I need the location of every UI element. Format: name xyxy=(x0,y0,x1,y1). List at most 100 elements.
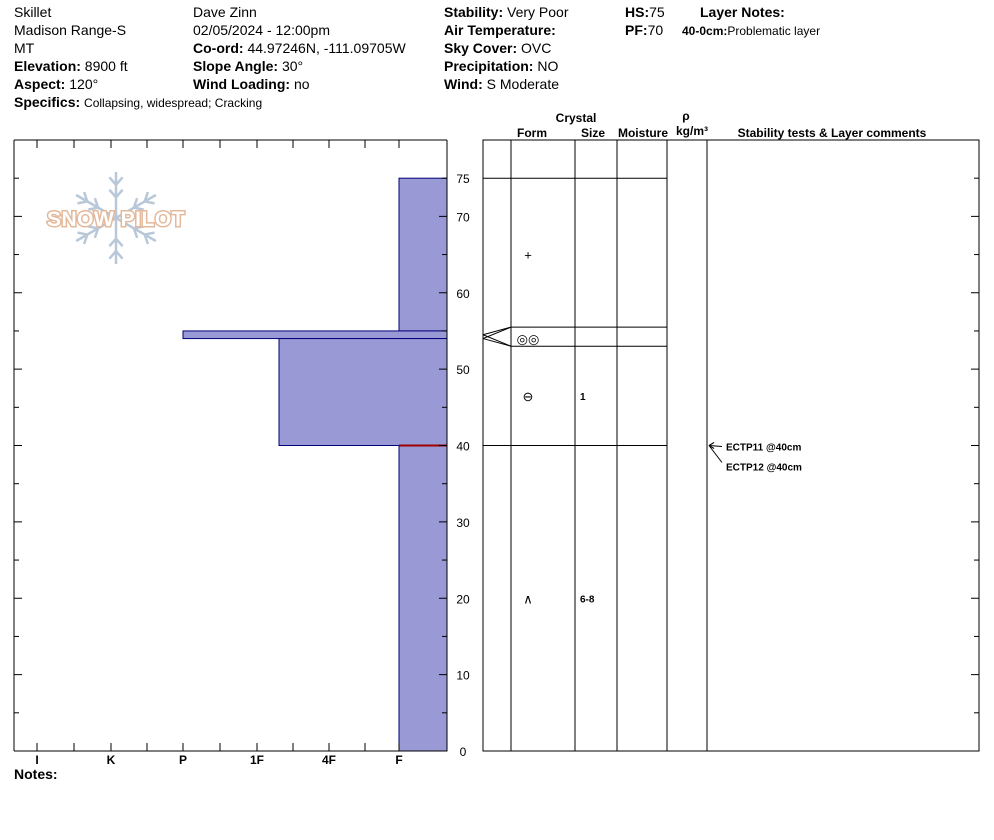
stability-field: Stability: Very Poor xyxy=(444,3,569,21)
header-rho: ρ xyxy=(682,109,689,123)
range-name: Madison Range-S xyxy=(14,22,127,38)
hardness-label: 4F xyxy=(322,753,336,767)
stability-label: Stability: xyxy=(444,4,504,20)
header-size: Size xyxy=(581,126,605,140)
hardness-bars xyxy=(182,177,448,752)
grain-size-label: 6-8 xyxy=(580,594,595,605)
snowpilot-logo: SNOW PILOT xyxy=(46,172,186,264)
observer-name: Dave Zinn xyxy=(193,4,257,20)
notes-label: Notes: xyxy=(14,766,58,782)
hardness-label: F xyxy=(395,753,402,767)
layer-boundary-link xyxy=(482,338,512,347)
slope-label: Slope Angle: xyxy=(193,58,279,74)
grain-form-symbol: ⊖ xyxy=(523,389,534,404)
layer-note-text: Problematic layer xyxy=(727,24,821,38)
depth-tick-label: 10 xyxy=(456,669,470,683)
header-density-unit: kg/m³ xyxy=(676,124,708,138)
layer-boundary-link xyxy=(482,326,512,336)
wind-loading-value: no xyxy=(293,76,310,92)
hardness-bar xyxy=(278,338,448,447)
depth-tick-label: 0 xyxy=(460,745,467,759)
hardness-label: K xyxy=(107,753,116,767)
coord-value: 44.97246N, -111.09705W xyxy=(247,40,406,56)
elevation-field: Elevation: 8900 ft xyxy=(14,57,128,75)
sky-cover-label: Sky Cover: xyxy=(444,40,518,56)
test-arrow xyxy=(708,442,715,449)
wind-label: Wind: xyxy=(444,76,483,92)
hardness-bar xyxy=(398,177,448,332)
depth-axis-labels: 0 10 20 30 40 50 60 70 75 xyxy=(456,172,470,759)
layer-boundaries xyxy=(482,177,667,446)
depth-tick-label: 50 xyxy=(456,363,470,377)
aspect-field: Aspect: 120° xyxy=(14,75,98,93)
stability-test-label: ECTP11 @40cm xyxy=(726,443,801,454)
elevation-value: 8900 ft xyxy=(84,58,128,74)
layer-table-ticks xyxy=(971,177,979,752)
elevation-label: Elevation: xyxy=(14,58,81,74)
grain-form-symbol: + xyxy=(524,248,532,263)
stability-tests: ECTP11 @40cm ECTP12 @40cm xyxy=(708,442,802,474)
header-stability-comments: Stability tests & Layer comments xyxy=(738,126,927,140)
snowflake-icon xyxy=(75,172,157,264)
grain-size-label: 1 xyxy=(580,392,586,403)
wind-field: Wind: S Moderate xyxy=(444,75,559,93)
logo-text: SNOW PILOT xyxy=(47,208,185,231)
header-moisture: Moisture xyxy=(618,126,668,140)
depth-tick-label: 30 xyxy=(456,516,470,530)
grain-forms: + ◎◎ ⊖ 1 ∧ 6-8 xyxy=(517,248,595,607)
depth-tick-label: 75 xyxy=(456,172,470,186)
coord-label: Co-ord: xyxy=(193,40,244,56)
aspect-label: Aspect: xyxy=(14,76,66,92)
layer-table-headers: Crystal Form Size Moisture ρ kg/m³ Stabi… xyxy=(517,109,927,140)
hs-field: HS:75 xyxy=(625,3,665,21)
sky-cover-value: OVC xyxy=(521,40,552,56)
hs-label: HS: xyxy=(625,4,650,20)
location-name: Skillet xyxy=(14,4,52,20)
grain-form-symbol: ◎◎ xyxy=(517,332,540,347)
layer-note: 40-0cm:Problematic layer xyxy=(682,22,820,40)
specifics-value: Collapsing, widespread; Cracking xyxy=(84,96,263,110)
layer-notes-label: Layer Notes: xyxy=(700,4,785,20)
depth-tick-label: 70 xyxy=(456,210,470,224)
pf-label: PF: xyxy=(625,22,648,38)
wind-loading-field: Wind Loading: no xyxy=(193,75,310,93)
test-leader-line xyxy=(708,445,723,463)
header-crystal: Crystal xyxy=(556,111,597,125)
hardness-ticks xyxy=(14,140,447,752)
observation-datetime: 02/05/2024 - 12:00pm xyxy=(193,22,330,38)
air-temp-field: Air Temperature: xyxy=(444,21,556,39)
hardness-label: P xyxy=(179,753,187,767)
pf-field: PF:70 xyxy=(625,21,663,39)
wind-value: S Moderate xyxy=(486,76,560,92)
aspect-value: 120° xyxy=(69,76,99,92)
pf-value: 70 xyxy=(647,22,664,38)
test-leader-line xyxy=(708,445,723,447)
wind-loading-label: Wind Loading: xyxy=(193,76,291,92)
hardness-bar xyxy=(182,330,448,340)
hardness-label: 1F xyxy=(250,753,264,767)
depth-tick-label: 60 xyxy=(456,287,470,301)
stability-test-label: ECTP12 @40cm xyxy=(726,463,802,474)
depth-tick-label: 40 xyxy=(456,440,470,454)
depth-tick-label: 20 xyxy=(456,592,470,606)
slope-field: Slope Angle: 30° xyxy=(193,57,303,75)
precip-field: Precipitation: NO xyxy=(444,57,558,75)
layer-boundary-link xyxy=(482,326,512,340)
hs-value: 75 xyxy=(649,4,665,20)
precip-label: Precipitation: xyxy=(444,58,534,74)
hardness-label: I xyxy=(35,753,38,767)
precip-value: NO xyxy=(537,58,559,74)
specifics-field: Specifics: Collapsing, widespread; Crack… xyxy=(14,93,262,112)
layer-note-range: 40-0cm: xyxy=(682,24,728,38)
specifics-label: Specifics: xyxy=(14,94,81,110)
slope-value: 30° xyxy=(281,58,304,74)
stability-value: Very Poor xyxy=(507,4,569,20)
coord-field: Co-ord: 44.97246N, -111.09705W xyxy=(193,39,406,57)
sky-cover-field: Sky Cover: OVC xyxy=(444,39,551,57)
state-name: MT xyxy=(14,40,35,56)
header-form: Form xyxy=(517,126,547,140)
hardness-scale-labels: I K P 1F 4F F xyxy=(35,753,402,767)
grain-form-symbol: ∧ xyxy=(523,591,533,606)
air-temp-label: Air Temperature: xyxy=(444,22,556,38)
